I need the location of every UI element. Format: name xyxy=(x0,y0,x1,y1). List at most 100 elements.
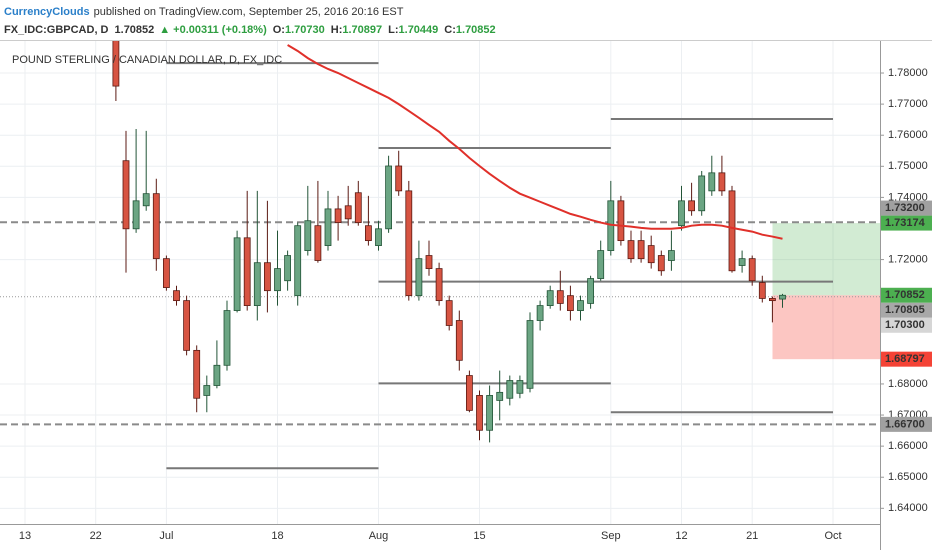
candle-body xyxy=(203,385,211,396)
y-tick-label: 1.78000 xyxy=(888,67,928,79)
header-line: CurrencyClouds published on TradingView.c… xyxy=(4,6,404,18)
y-tick-label: 1.64000 xyxy=(888,502,928,514)
y-tick-label: 1.75000 xyxy=(888,160,928,172)
moving-average xyxy=(287,44,783,240)
candle-body xyxy=(324,208,332,246)
candle-body xyxy=(678,200,685,227)
candle-body xyxy=(556,290,564,304)
candle-body xyxy=(455,320,463,361)
x-tick-label: 18 xyxy=(271,530,283,542)
price-label: 1.68797 xyxy=(885,353,925,365)
up-arrow: ▲ xyxy=(159,24,170,36)
candle-body xyxy=(193,349,201,399)
candle-body xyxy=(173,290,180,302)
price-label-box xyxy=(881,416,932,432)
candle-body xyxy=(698,175,706,212)
y-tick-label: 1.65000 xyxy=(888,471,928,483)
candle-body xyxy=(405,190,413,297)
candle-body xyxy=(243,237,251,306)
candle-body xyxy=(526,320,534,389)
candle-body xyxy=(465,375,473,411)
chart-title: POUND STERLING / CANADIAN DOLLAR, D, FX_… xyxy=(12,54,282,66)
price-label: 1.66700 xyxy=(885,418,925,430)
author[interactable]: CurrencyClouds xyxy=(4,6,90,18)
candle-body xyxy=(627,240,635,260)
ohlc-value: 1.70897 xyxy=(342,24,382,36)
candle-body xyxy=(314,225,322,261)
ohlc-value: 1.70449 xyxy=(399,24,439,36)
ohlc-label: C: xyxy=(444,24,456,36)
candle-body xyxy=(536,305,544,321)
candle-body xyxy=(263,262,271,292)
candle-body xyxy=(657,255,665,272)
ohlc-label: H: xyxy=(331,24,343,36)
x-tick-label: 21 xyxy=(746,530,758,542)
candle-body xyxy=(304,220,312,251)
candle-body xyxy=(223,310,231,366)
y-tick-label: 1.72000 xyxy=(888,253,928,265)
price-label-box xyxy=(881,317,932,333)
candle-body xyxy=(132,200,140,230)
byline: published on TradingView.com, September … xyxy=(94,6,404,18)
candle-body xyxy=(587,278,594,304)
candle-body xyxy=(274,268,281,292)
candle-body xyxy=(506,380,514,399)
profit-zone xyxy=(772,223,880,296)
ohlc-value: 1.70730 xyxy=(285,24,325,36)
candle-body xyxy=(344,205,352,220)
y-tick-label: 1.74000 xyxy=(888,191,928,203)
candle-body xyxy=(728,190,736,272)
y-tick-label: 1.66000 xyxy=(888,440,928,452)
candle-body xyxy=(688,200,695,212)
candle-body xyxy=(152,193,160,260)
price-label-box xyxy=(881,351,932,367)
candle-body xyxy=(162,258,170,288)
candle-body xyxy=(486,395,494,431)
candle-body xyxy=(476,395,483,431)
price-label-box xyxy=(881,215,932,231)
x-tick-label: 22 xyxy=(90,530,102,542)
candle-body xyxy=(718,172,726,192)
x-tick-label: 13 xyxy=(19,530,31,542)
candle-body xyxy=(364,225,372,242)
plot-area: POUND STERLING / CANADIAN DOLLAR, D, FX_… xyxy=(0,41,880,524)
price-label: 1.73200 xyxy=(885,202,925,214)
candle-body xyxy=(435,268,443,302)
candle-body xyxy=(183,300,191,351)
candle-body xyxy=(577,300,584,311)
candle-body xyxy=(375,228,382,246)
price-label: 1.70300 xyxy=(885,319,925,331)
x-tick-label: 12 xyxy=(675,530,687,542)
candle-body xyxy=(637,240,645,260)
candle-body xyxy=(122,160,130,230)
candle-body xyxy=(253,262,261,306)
candle-body xyxy=(758,282,766,299)
x-tick-label: Jul xyxy=(159,530,173,542)
candle-body xyxy=(708,172,716,192)
candle-body xyxy=(334,208,342,223)
y-tick-label: 1.76000 xyxy=(888,129,928,141)
price-label-box xyxy=(881,302,932,318)
price-label-box xyxy=(881,200,932,216)
loss-zone xyxy=(772,295,880,360)
candle-body xyxy=(425,255,433,269)
axes: 1.78000 1.77000 1.76000 1.75000 1.74000 1.720… xyxy=(19,67,932,542)
candle-body xyxy=(748,258,756,282)
ohlc-value: 1.70852 xyxy=(456,24,496,36)
candle-body xyxy=(233,237,241,311)
last-price: 1.70852 xyxy=(115,24,155,36)
candle-body xyxy=(516,380,524,394)
price-label-box xyxy=(881,287,932,303)
candle-body xyxy=(385,165,393,230)
candle-body xyxy=(779,294,786,300)
ohlc-label: L: xyxy=(388,24,398,36)
x-tick-label: Oct xyxy=(824,530,841,542)
candle-body xyxy=(142,193,150,207)
ohlc-label: O: xyxy=(273,24,285,36)
candle-body xyxy=(546,290,554,306)
candle-body xyxy=(284,255,292,282)
candle-body xyxy=(597,250,605,279)
candle-body xyxy=(354,192,362,223)
change: +0.00311 (+0.18%) xyxy=(173,24,267,36)
candle-body xyxy=(294,225,302,297)
